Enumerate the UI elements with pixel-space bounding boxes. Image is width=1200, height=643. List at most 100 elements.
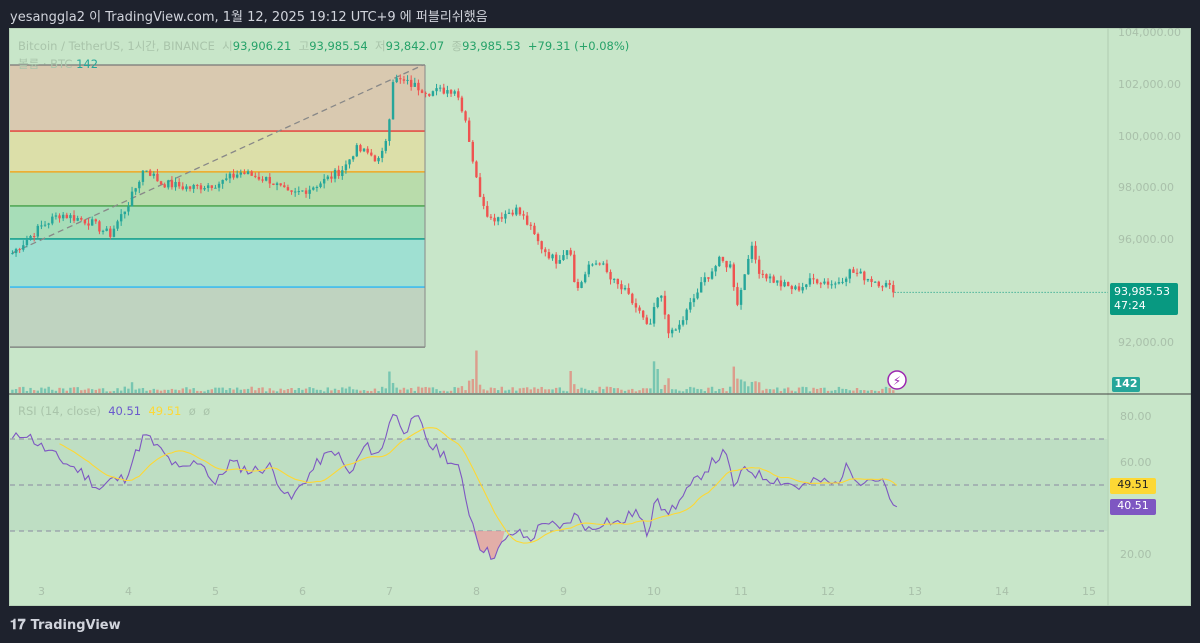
candle-body — [83, 219, 87, 224]
candle-body — [605, 263, 609, 272]
candle-body — [138, 181, 141, 189]
candle-body — [685, 309, 688, 321]
rsi-tick: 20.00 — [1120, 548, 1152, 561]
volume-bar — [529, 389, 532, 393]
candle-body — [105, 228, 108, 231]
candle-body — [888, 282, 891, 285]
volume-bar — [732, 366, 735, 393]
volume-bar — [275, 391, 279, 393]
volume-bar — [457, 387, 460, 393]
candle-body — [235, 174, 239, 178]
volume-bar — [395, 387, 398, 393]
candle-body — [696, 292, 699, 299]
volume-bar — [370, 391, 373, 393]
candle-body — [214, 187, 217, 189]
volume-bar — [406, 389, 409, 393]
tradingview-logo[interactable]: 𝟏𝟕 TradingView — [10, 617, 121, 633]
candle-body — [467, 120, 471, 142]
rsi-legend-label[interactable]: RSI (14, close) — [18, 404, 101, 418]
candle-body — [348, 159, 351, 165]
candle-body — [830, 284, 833, 286]
price-tick: 96,000.00 — [1118, 233, 1174, 246]
candle-body — [217, 183, 221, 188]
volume-bar — [522, 387, 525, 393]
volume-bar — [438, 390, 442, 393]
volume-bar — [293, 389, 297, 393]
candle-body — [649, 323, 652, 325]
volume-bar — [326, 387, 329, 393]
volume-bar — [322, 391, 326, 393]
volume-bar — [51, 389, 54, 393]
low-value: 93,842.07 — [385, 39, 445, 53]
date-tick: 3 — [38, 585, 45, 598]
candle-body — [609, 271, 612, 280]
candle-body — [699, 282, 703, 293]
candle-body — [272, 183, 275, 186]
candle-body — [90, 219, 94, 226]
candle-body — [518, 207, 522, 215]
volume-bar — [489, 387, 493, 393]
volume-bar — [583, 388, 587, 393]
volume-bar — [333, 388, 337, 393]
volume-bar — [315, 389, 319, 393]
volume-bar — [536, 388, 540, 393]
candle-body — [312, 187, 315, 190]
candle-body — [123, 211, 126, 215]
date-tick: 11 — [734, 585, 748, 598]
candle-body — [540, 241, 543, 250]
candle-body — [870, 278, 873, 282]
candle-body — [94, 219, 97, 222]
rsi-ma-legend-value: 49.51 — [148, 404, 182, 418]
volume-bar — [580, 387, 583, 393]
symbol-name[interactable]: Bitcoin / TetherUS, 1시간, BINANCE — [18, 39, 215, 53]
volume-bar — [801, 386, 804, 393]
volume-bar — [587, 390, 590, 393]
volume-bar — [72, 387, 76, 393]
volume-bar — [116, 388, 119, 393]
volume-bar — [515, 390, 518, 393]
candle-body — [464, 111, 467, 121]
volume-bar — [170, 388, 174, 393]
candle-body — [866, 278, 870, 281]
volume-bar — [551, 389, 554, 393]
last-price-label: 93,985.53 47:24 — [1110, 283, 1178, 315]
candle-body — [475, 161, 478, 178]
volume-bar — [61, 388, 65, 393]
candle-body — [428, 93, 431, 96]
volume-bar — [866, 390, 870, 393]
volume-bar — [482, 389, 485, 393]
volume-bar — [855, 388, 859, 393]
volume-bar — [90, 389, 94, 393]
low-label: 저 — [375, 39, 386, 53]
candle-body — [384, 140, 387, 151]
volume-bar — [417, 386, 420, 393]
candle-body — [457, 91, 460, 98]
volume-bar — [290, 388, 293, 393]
volume-bar — [243, 389, 246, 393]
volume-bar — [656, 369, 659, 393]
volume-bar — [112, 390, 116, 393]
volume-bar — [837, 386, 841, 393]
volume-legend-label[interactable]: 볼륨 · BTC — [18, 57, 73, 71]
volume-bar — [424, 386, 427, 393]
candle-body — [188, 186, 192, 189]
candle-body — [616, 278, 619, 285]
candle-body — [14, 249, 18, 254]
volume-bar — [98, 388, 101, 393]
candle-body — [471, 141, 474, 162]
candle-body — [627, 287, 630, 294]
candle-body — [848, 269, 851, 279]
fib-band — [10, 65, 425, 132]
volume-bar — [80, 390, 83, 393]
candle-body — [442, 87, 445, 94]
candle-body — [261, 179, 264, 181]
candle-body — [438, 87, 442, 89]
candle-body — [511, 212, 514, 215]
volume-bar — [678, 390, 681, 393]
candle-body — [127, 206, 130, 212]
volume-bar — [373, 388, 377, 393]
bar-countdown: 47:24 — [1114, 299, 1146, 312]
volume-bar — [32, 390, 36, 393]
candle-body — [406, 79, 409, 81]
